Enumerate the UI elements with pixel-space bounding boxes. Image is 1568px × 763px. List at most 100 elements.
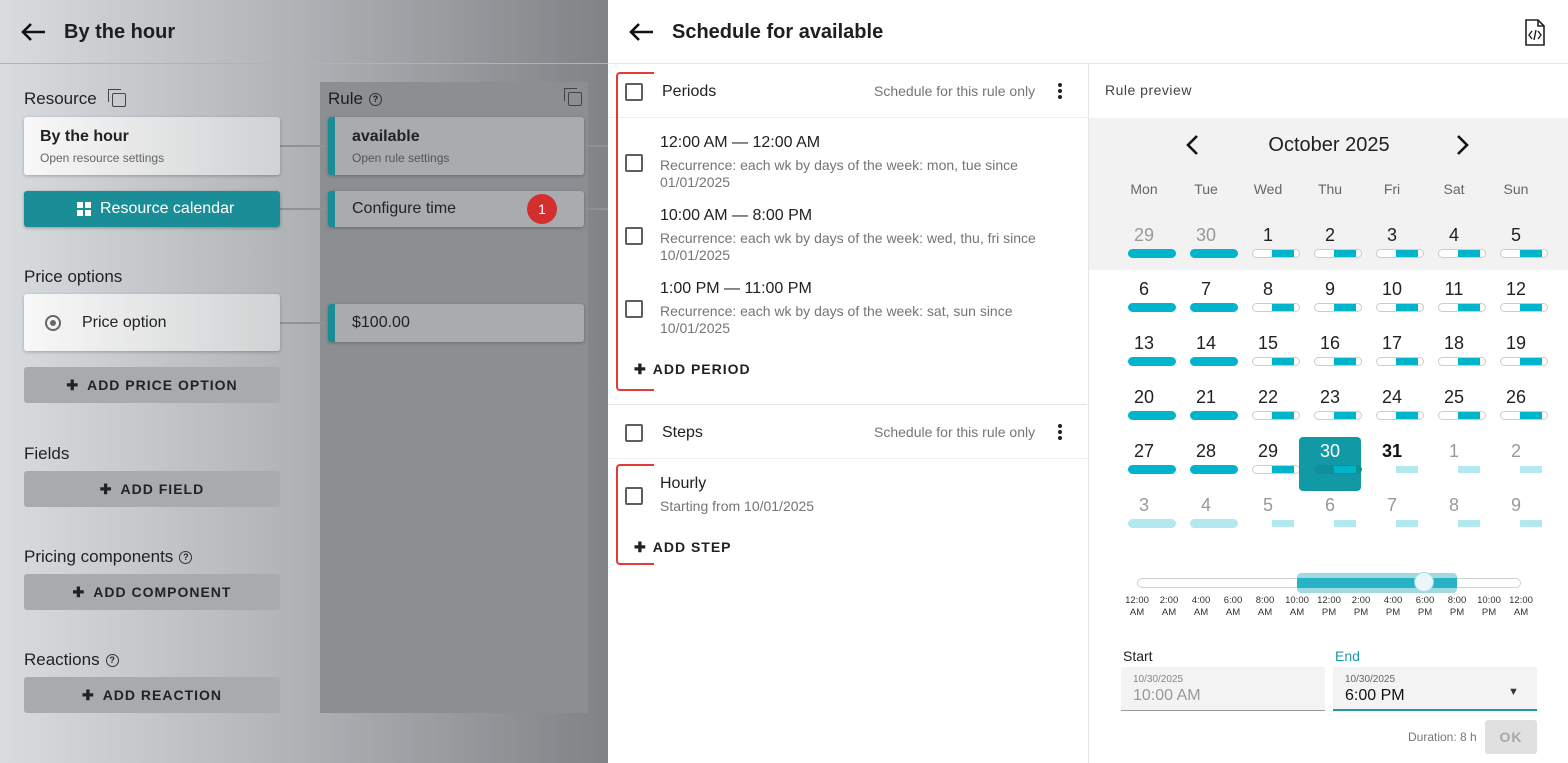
chevron-right-icon[interactable]: [1456, 134, 1470, 156]
copy-icon[interactable]: [108, 89, 126, 107]
end-time-field[interactable]: 10/30/2025 6:00 PM ▼: [1333, 667, 1537, 711]
day-number: 30: [1319, 441, 1341, 461]
time-range-handle[interactable]: [1414, 572, 1434, 592]
period-checkbox[interactable]: [625, 154, 643, 172]
back-arrow-icon[interactable]: [20, 22, 46, 42]
day-cell[interactable]: 9: [1485, 493, 1548, 533]
availability-bar: [1314, 357, 1362, 366]
price-option-card[interactable]: Price option: [24, 294, 280, 351]
day-cell[interactable]: 3: [1113, 493, 1176, 533]
rule-preview-label: Rule preview: [1105, 82, 1192, 98]
day-cell[interactable]: 16: [1299, 331, 1362, 371]
add-field-button[interactable]: ✚ ADD FIELD: [24, 471, 280, 507]
availability-bar: [1376, 411, 1424, 420]
day-cell[interactable]: 31: [1361, 439, 1424, 479]
day-cell[interactable]: 23: [1299, 385, 1362, 425]
time-tick-label: 10:00 AM: [1285, 595, 1309, 618]
day-cell[interactable]: 8: [1423, 493, 1486, 533]
rule-card[interactable]: available Open rule settings: [328, 117, 584, 175]
availability-bar: [1252, 303, 1300, 312]
day-cell[interactable]: 4: [1423, 223, 1486, 263]
day-cell[interactable]: 22: [1237, 385, 1300, 425]
price-value-card[interactable]: $100.00: [328, 304, 584, 342]
selected-day-cell[interactable]: 30: [1299, 437, 1362, 491]
day-cell[interactable]: 2: [1299, 223, 1362, 263]
add-price-option-button[interactable]: ✚ ADD PRICE OPTION: [24, 367, 280, 403]
day-cell[interactable]: 11: [1423, 277, 1486, 317]
add-step-button[interactable]: ✚ ADD STEP: [634, 539, 732, 555]
chevron-left-icon[interactable]: [1185, 134, 1199, 156]
copy-rule-icon[interactable]: [564, 88, 582, 106]
availability-bar: [1190, 249, 1238, 258]
price-options-label: Price options: [24, 267, 123, 286]
day-cell[interactable]: 19: [1485, 331, 1548, 371]
day-number: 22: [1257, 387, 1279, 407]
back-arrow-icon[interactable]: [628, 22, 654, 42]
day-cell[interactable]: 28: [1175, 439, 1238, 479]
step-checkbox[interactable]: [625, 487, 643, 505]
day-cell[interactable]: 30: [1175, 223, 1238, 263]
availability-bar: [1128, 303, 1176, 312]
day-cell[interactable]: 7: [1175, 277, 1238, 317]
day-cell[interactable]: 13: [1113, 331, 1176, 371]
day-cell[interactable]: 17: [1361, 331, 1424, 371]
day-number: 1: [1262, 225, 1273, 245]
day-cell[interactable]: 8: [1237, 277, 1300, 317]
day-cell[interactable]: 18: [1423, 331, 1486, 371]
day-number: 31: [1381, 441, 1403, 461]
day-cell[interactable]: 6: [1299, 493, 1362, 533]
day-cell[interactable]: 24: [1361, 385, 1424, 425]
end-label: End: [1335, 648, 1360, 664]
day-cell[interactable]: 29: [1237, 439, 1300, 479]
day-cell[interactable]: 12: [1485, 277, 1548, 317]
period-checkbox[interactable]: [625, 300, 643, 318]
day-cell[interactable]: 4: [1175, 493, 1238, 533]
day-cell[interactable]: 6: [1113, 277, 1176, 317]
start-label: Start: [1123, 648, 1153, 664]
add-period-button[interactable]: ✚ ADD PERIOD: [634, 361, 751, 377]
rule-card-subtitle: Open rule settings: [352, 151, 450, 165]
help-icon[interactable]: ?: [105, 654, 119, 667]
day-cell[interactable]: 1: [1423, 439, 1486, 479]
time-tick-label: 10:00 PM: [1477, 595, 1501, 618]
steps-select-all-checkbox[interactable]: [625, 424, 643, 442]
day-cell[interactable]: 25: [1423, 385, 1486, 425]
day-number: 29: [1133, 225, 1155, 245]
ok-button[interactable]: OK: [1485, 720, 1537, 754]
day-cell[interactable]: 5: [1485, 223, 1548, 263]
day-cell[interactable]: 10: [1361, 277, 1424, 317]
start-time-field[interactable]: 10/30/2025 10:00 AM: [1121, 667, 1325, 711]
add-component-button[interactable]: ✚ ADD COMPONENT: [24, 574, 280, 610]
help-icon[interactable]: ?: [368, 93, 382, 106]
dropdown-arrow-icon[interactable]: ▼: [1508, 686, 1519, 698]
resource-card[interactable]: By the hour Open resource settings: [24, 117, 280, 175]
day-cell[interactable]: 14: [1175, 331, 1238, 371]
code-file-icon[interactable]: [1524, 19, 1546, 46]
day-cell[interactable]: 1: [1237, 223, 1300, 263]
day-cell[interactable]: 21: [1175, 385, 1238, 425]
resource-calendar-button[interactable]: Resource calendar: [24, 191, 280, 227]
add-reaction-button[interactable]: ✚ ADD REACTION: [24, 677, 280, 713]
day-cell[interactable]: 5: [1237, 493, 1300, 533]
day-cell[interactable]: 27: [1113, 439, 1176, 479]
day-cell[interactable]: 9: [1299, 277, 1362, 317]
day-cell[interactable]: 2: [1485, 439, 1548, 479]
day-cell[interactable]: 20: [1113, 385, 1176, 425]
steps-more-icon[interactable]: [1058, 424, 1062, 442]
periods-more-icon[interactable]: [1058, 83, 1062, 101]
day-cell[interactable]: 15: [1237, 331, 1300, 371]
day-cell[interactable]: 7: [1361, 493, 1424, 533]
availability-bar: [1190, 519, 1238, 528]
day-cell[interactable]: 29: [1113, 223, 1176, 263]
availability-bar: [1500, 357, 1548, 366]
day-cell[interactable]: 26: [1485, 385, 1548, 425]
availability-bar: [1500, 465, 1548, 474]
day-number: 2: [1324, 225, 1335, 245]
period-checkbox[interactable]: [625, 227, 643, 245]
periods-select-all-checkbox[interactable]: [625, 83, 643, 101]
day-cell[interactable]: 3: [1361, 223, 1424, 263]
help-icon[interactable]: ?: [179, 551, 193, 564]
end-time: 6:00 PM: [1345, 687, 1405, 704]
day-number: 7: [1200, 279, 1211, 299]
configure-time-card[interactable]: Configure time 1: [328, 191, 584, 227]
